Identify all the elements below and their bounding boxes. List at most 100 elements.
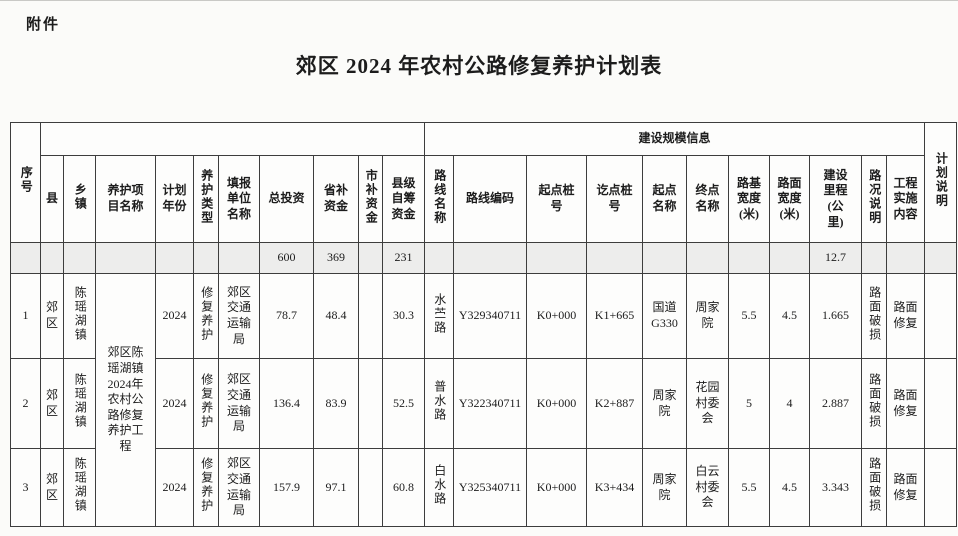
cell-provincial-fund: 83.9 <box>313 358 359 449</box>
table-row: 2 郊区 陈瑶湖镇 2024 修复养护 郊区交通运输局 136.4 83.9 5… <box>10 358 958 449</box>
col-header-roadbed-width: 路基宽度(米) <box>728 155 770 243</box>
cell-county-self-fund: 60.8 <box>382 448 425 527</box>
col-header-end-stake-label: 讫点桩号 <box>596 183 633 213</box>
empty-cell <box>40 242 64 274</box>
cell-start-point-name-text: 周家院 <box>652 387 677 418</box>
cell-roadbed-width: 5.5 <box>728 273 770 359</box>
cell-maintenance-type-text: 修复养护 <box>199 373 214 430</box>
col-header-plan-note-label: 计划说明 <box>934 152 949 209</box>
empty-cell <box>586 242 643 274</box>
col-header-end-point-name: 终点名称 <box>686 155 729 243</box>
summary-total-investment: 600 <box>259 242 314 274</box>
empty-cell <box>193 242 219 274</box>
cell-total-investment: 136.4 <box>259 358 314 449</box>
cell-work-content-text: 路面修复 <box>893 300 918 330</box>
empty-cell <box>63 242 96 274</box>
cell-reporting-unit: 郊区交通运输局 <box>218 448 260 527</box>
cell-plan-year: 2024 <box>155 448 194 527</box>
col-header-reporting-unit-label: 填报单位名称 <box>227 175 252 221</box>
cell-route-name: 水苎路 <box>424 273 454 359</box>
cell-pavement-width: 4.5 <box>769 448 810 527</box>
col-header-project-name: 养护项目名称 <box>95 155 156 243</box>
col-header-county: 县 <box>40 155 64 243</box>
cell-route-name-text: 白水路 <box>432 464 447 507</box>
col-header-township-label: 乡镇 <box>73 182 88 211</box>
page-title: 郊区 2024 年农村公路修复养护计划表 <box>295 54 663 78</box>
cell-route-name: 白水路 <box>424 448 454 527</box>
empty-cell <box>642 242 687 274</box>
cell-township: 陈瑶湖镇 <box>63 358 96 449</box>
col-header-provincial-fund: 省补资金 <box>313 155 359 243</box>
cell-county: 郊区 <box>40 358 64 449</box>
cell-route-code: Y325340711 <box>453 448 527 527</box>
cell-start-point-name: 国道G330 <box>642 273 687 359</box>
cell-road-condition: 路面破损 <box>861 448 887 527</box>
cell-route-name-text: 水苎路 <box>432 292 447 335</box>
cell-end-stake: K3+434 <box>586 448 643 527</box>
cell-county: 郊区 <box>40 448 64 527</box>
empty-cell <box>218 242 260 274</box>
cell-township-text: 陈瑶湖镇 <box>73 285 88 342</box>
cell-work-content: 路面修复 <box>885 273 926 359</box>
col-header-plan-year: 计划年份 <box>155 155 194 243</box>
col-header-start-point-name-label: 起点名称 <box>652 183 677 213</box>
cell-road-condition: 路面破损 <box>861 358 887 449</box>
cell-route-name: 普水路 <box>424 358 454 449</box>
col-header-start-point-name: 起点名称 <box>642 155 687 243</box>
empty-cell <box>769 242 810 274</box>
cell-start-point-name: 周家院 <box>642 448 687 527</box>
empty-cell <box>10 242 41 274</box>
col-header-serial-number: 序号 <box>10 122 41 243</box>
cell-end-point-name-text: 白云村委会 <box>695 464 720 510</box>
empty-cell <box>924 273 958 359</box>
cell-work-content: 路面修复 <box>885 448 926 527</box>
cell-serial-number: 3 <box>10 448 41 527</box>
empty-cell <box>453 242 527 274</box>
cell-start-point-name: 周家院 <box>642 358 687 449</box>
empty-cell <box>728 242 770 274</box>
col-header-total-investment: 总投资 <box>259 155 314 243</box>
col-header-reporting-unit: 填报单位名称 <box>218 155 260 243</box>
cell-township-text: 陈瑶湖镇 <box>73 457 88 514</box>
empty-cell <box>924 242 958 274</box>
cell-maintenance-type-text: 修复养护 <box>199 457 214 514</box>
col-header-road-condition: 路况说明 <box>861 155 887 243</box>
cell-maintenance-type: 修复养护 <box>193 448 219 527</box>
cell-road-condition-text: 路面破损 <box>867 285 882 342</box>
cell-road-condition: 路面破损 <box>861 273 887 359</box>
cell-start-point-name-text: 周家院 <box>652 471 677 502</box>
summary-provincial-fund: 369 <box>313 242 359 274</box>
cell-maintenance-type: 修复养护 <box>193 358 219 449</box>
cell-reporting-unit: 郊区交通运输局 <box>218 358 260 449</box>
summary-row: 600 369 231 12.7 <box>10 242 958 274</box>
cell-end-point-name: 花园村委会 <box>686 358 729 449</box>
summary-county-self-fund: 231 <box>382 242 425 274</box>
cell-reporting-unit-text: 郊区交通运输局 <box>227 372 252 434</box>
cell-route-name-text: 普水路 <box>432 380 447 423</box>
empty-cell <box>924 358 958 449</box>
cell-county: 郊区 <box>40 273 64 359</box>
cell-end-stake: K2+887 <box>586 358 643 449</box>
cell-maintenance-type: 修复养护 <box>193 273 219 359</box>
col-header-county-self-fund: 县级自筹资金 <box>382 155 425 243</box>
col-header-construction-mileage-label: 建设里程(公里) <box>823 167 848 229</box>
cell-township-text: 陈瑶湖镇 <box>73 373 88 430</box>
cell-mileage: 2.887 <box>809 358 862 449</box>
attachment-label: 附件 <box>26 17 61 33</box>
cell-route-code: Y329340711 <box>453 273 527 359</box>
cell-work-content-text: 路面修复 <box>893 387 918 418</box>
col-header-end-stake: 讫点桩号 <box>586 155 643 243</box>
col-header-municipal-fund-label: 市补资金 <box>364 168 379 225</box>
cell-pavement-width: 4 <box>769 358 810 449</box>
col-header-start-stake: 起点桩号 <box>526 155 587 243</box>
header-row-main: 县 乡镇 养护项目名称 计划年份 养护类型 填报单位名称 总投资 省补资金 市补… <box>11 155 957 243</box>
empty-cell <box>358 273 383 359</box>
summary-mileage: 12.7 <box>809 242 862 274</box>
cell-township: 陈瑶湖镇 <box>63 273 96 359</box>
empty-cell <box>424 242 454 274</box>
empty-cell <box>95 242 156 274</box>
col-header-start-stake-label: 起点桩号 <box>538 183 575 213</box>
col-header-maintenance-type: 养护类型 <box>193 155 219 243</box>
header-spacer-cell <box>40 122 425 156</box>
col-header-maintenance-type-label: 养护类型 <box>199 168 214 225</box>
